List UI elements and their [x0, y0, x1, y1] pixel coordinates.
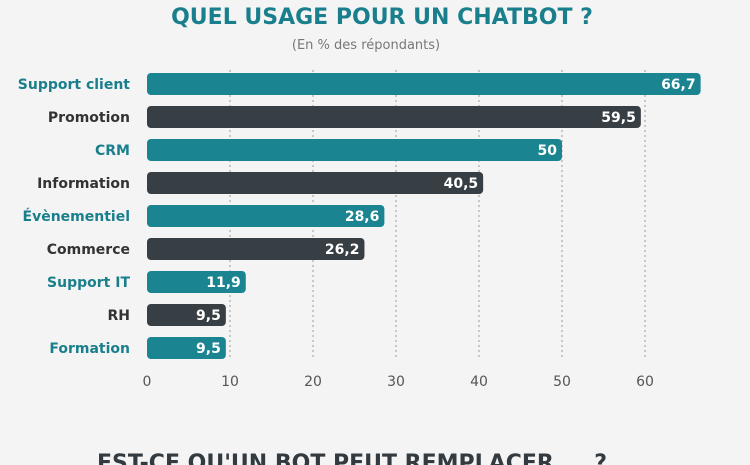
x-tick-label: 10 — [221, 374, 239, 390]
category-label: Évènementiel — [23, 208, 130, 225]
value-label: 9,5 — [196, 308, 221, 324]
value-label: 11,9 — [206, 275, 241, 291]
bar — [147, 172, 484, 194]
x-tick-label: 20 — [304, 374, 322, 390]
category-labels: Support client Promotion CRM Information Évè… — [18, 77, 131, 357]
x-tick-label: 0 — [143, 374, 152, 390]
x-tick-label: 50 — [553, 374, 571, 390]
bar — [147, 73, 701, 95]
bar — [147, 205, 385, 227]
category-label: Support IT — [47, 275, 130, 291]
next-section-title: EST-CE QU'UN BOT PEUT REMPLACER ... ? — [97, 451, 607, 465]
value-label: 9,5 — [196, 341, 221, 357]
category-label: CRM — [95, 143, 130, 159]
bar — [147, 271, 246, 293]
category-label: RH — [108, 308, 131, 324]
value-label: 50 — [538, 143, 558, 159]
bars — [147, 73, 701, 359]
value-label: 26,2 — [325, 242, 360, 258]
category-label: Promotion — [48, 110, 130, 126]
bar — [147, 337, 226, 359]
chart-subtitle: (En % des répondants) — [292, 38, 440, 53]
value-label: 40,5 — [444, 176, 479, 192]
value-label: 59,5 — [601, 110, 636, 126]
bar — [147, 304, 226, 326]
value-labels: 66,7 59,5 50 40,5 28,6 26,2 11,9 9,5 9,5 — [196, 77, 696, 357]
bar — [147, 238, 365, 260]
value-label: 28,6 — [345, 209, 380, 225]
x-tick-label: 40 — [470, 374, 488, 390]
category-label: Information — [37, 176, 130, 192]
category-label: Formation — [49, 341, 130, 357]
x-tick-label: 30 — [387, 374, 405, 390]
bar — [147, 139, 562, 161]
chart-title: QUEL USAGE POUR UN CHATBOT ? — [171, 5, 593, 30]
category-label: Support client — [18, 77, 131, 93]
value-label: 66,7 — [661, 77, 696, 93]
x-tick-label: 60 — [636, 374, 654, 390]
bar — [147, 106, 641, 128]
x-axis-ticks: 0 10 20 30 40 50 60 — [143, 374, 654, 390]
category-label: Commerce — [47, 242, 130, 258]
